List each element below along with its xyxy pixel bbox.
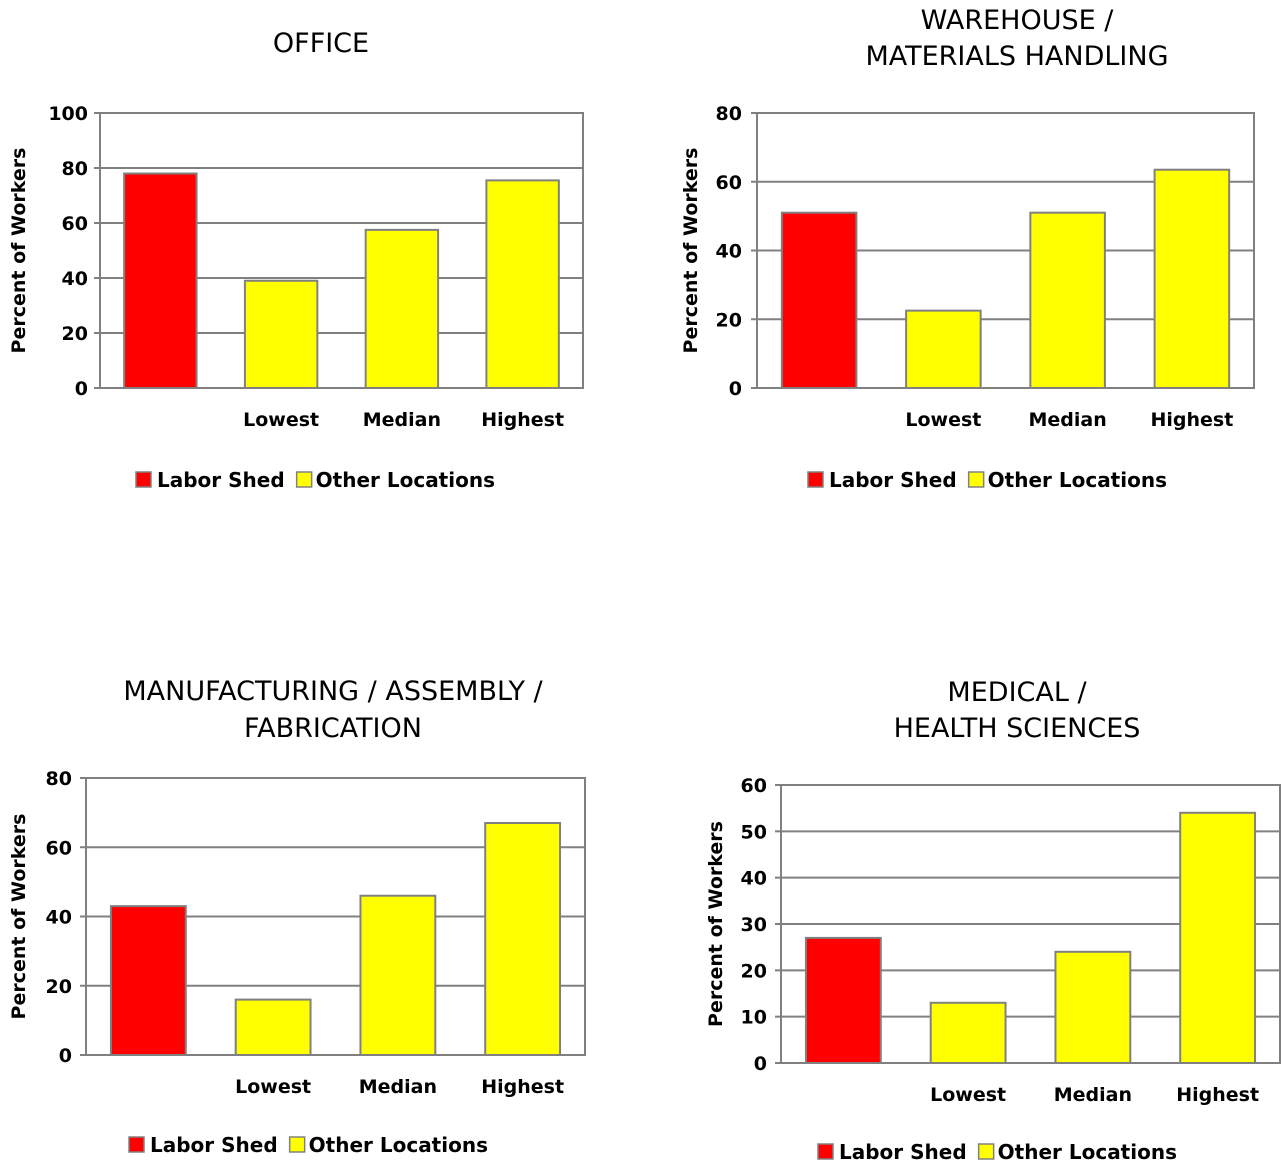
bar-labor-shed xyxy=(804,936,882,1065)
bar-highest xyxy=(1179,811,1257,1064)
y-tick-label: 0 xyxy=(729,378,742,400)
y-tick-label: 40 xyxy=(741,868,767,890)
legend-swatch-other-locations xyxy=(977,1143,995,1160)
bar-lowest xyxy=(234,998,312,1056)
x-category-label: Highest xyxy=(481,1076,564,1098)
y-tick-label: 0 xyxy=(75,378,88,400)
y-axis-label: Percent of Workers xyxy=(705,821,727,1027)
legend-swatch-labor-shed xyxy=(135,471,152,488)
bar-lowest xyxy=(929,1001,1007,1064)
legend-swatch-other-locations xyxy=(967,471,985,488)
bar-median xyxy=(1029,211,1106,389)
bar-median xyxy=(359,894,437,1056)
legend-label-labor-shed: Labor Shed xyxy=(157,468,285,492)
legend-swatch-labor-shed xyxy=(817,1143,834,1160)
y-tick-label: 40 xyxy=(46,907,72,929)
y-tick-label: 40 xyxy=(62,268,88,290)
x-category-label: Lowest xyxy=(905,409,981,431)
y-tick-label: 80 xyxy=(46,768,72,790)
x-category-label: Highest xyxy=(1150,409,1233,431)
x-category-label: Highest xyxy=(481,409,564,431)
x-category-label: Median xyxy=(359,1076,437,1098)
legend-label-other-locations: Other Locations xyxy=(988,468,1167,492)
y-tick-label: 60 xyxy=(46,837,72,859)
legend-label-labor-shed: Labor Shed xyxy=(839,1140,967,1162)
bar-highest xyxy=(484,822,562,1057)
legend-label-labor-shed: Labor Shed xyxy=(829,468,957,492)
x-category-label: Lowest xyxy=(930,1084,1006,1106)
y-tick-label: 60 xyxy=(62,213,88,235)
legend-label-other-locations: Other Locations xyxy=(998,1140,1177,1162)
bar-median xyxy=(364,228,440,389)
chart-title: MANUFACTURING / ASSEMBLY / xyxy=(123,676,543,707)
y-tick-label: 80 xyxy=(62,158,88,180)
y-tick-label: 60 xyxy=(716,172,742,194)
y-tick-label: 30 xyxy=(741,914,767,936)
y-tick-label: 0 xyxy=(59,1045,72,1067)
chart-title: HEALTH SCIENCES xyxy=(894,713,1141,744)
y-tick-label: 0 xyxy=(754,1053,767,1075)
x-category-label: Highest xyxy=(1176,1084,1259,1106)
chart-title: OFFICE xyxy=(273,28,369,59)
bar-highest xyxy=(1153,168,1231,389)
chart-title: MEDICAL / xyxy=(947,677,1087,708)
y-tick-label: 10 xyxy=(741,1007,767,1029)
chart-title: WAREHOUSE / xyxy=(921,5,1115,36)
y-axis-label: Percent of Workers xyxy=(8,814,30,1020)
bar-labor-shed xyxy=(109,905,187,1056)
y-tick-label: 60 xyxy=(741,775,767,797)
y-tick-label: 40 xyxy=(716,241,742,263)
legend-label-other-locations: Other Locations xyxy=(316,468,495,492)
chart-2: WAREHOUSE / MATERIALS HANDLING 0 20 40 60 80 Pe… xyxy=(680,5,1255,492)
x-category-label: Median xyxy=(1054,1084,1132,1106)
bar-median xyxy=(1054,950,1132,1064)
x-category-label: Lowest xyxy=(243,409,319,431)
chart-title: MATERIALS HANDLING xyxy=(865,41,1168,72)
legend-swatch-other-locations xyxy=(288,1136,306,1153)
x-category-label: Median xyxy=(363,409,441,431)
y-tick-label: 20 xyxy=(716,309,742,331)
bar-labor-shed xyxy=(123,172,198,389)
chart-4: MEDICAL / HEALTH SCIENCES 0 10 20 30 40 50 60 Per… xyxy=(705,677,1281,1162)
y-tick-label: 20 xyxy=(741,960,767,982)
x-category-label: Lowest xyxy=(235,1076,311,1098)
bar-highest xyxy=(485,179,560,389)
bar-labor-shed xyxy=(780,211,858,389)
chart-3: MANUFACTURING / ASSEMBLY / FABRICATION 0 20… xyxy=(8,676,586,1157)
plot-area xyxy=(99,112,584,389)
y-tick-label: 20 xyxy=(46,976,72,998)
y-tick-label: 80 xyxy=(716,103,742,125)
legend-swatch-labor-shed xyxy=(807,471,824,488)
y-axis-label: Percent of Workers xyxy=(680,148,702,354)
legend-swatch-other-locations xyxy=(295,471,313,488)
chart-1: OFFICE 0 20 40 60 80 100 Percent of Workers Lowe… xyxy=(8,28,584,492)
y-tick-label: 50 xyxy=(741,821,767,843)
y-tick-label: 100 xyxy=(48,103,88,125)
legend-label-other-locations: Other Locations xyxy=(309,1133,488,1157)
bar-lowest xyxy=(243,279,319,389)
x-category-label: Median xyxy=(1028,409,1106,431)
legend-swatch-labor-shed xyxy=(128,1136,145,1153)
bar-lowest xyxy=(905,309,982,389)
y-axis-label: Percent of Workers xyxy=(8,148,30,354)
chart-title: FABRICATION xyxy=(244,713,422,744)
y-tick-label: 20 xyxy=(62,323,88,345)
legend-label-labor-shed: Labor Shed xyxy=(150,1133,278,1157)
